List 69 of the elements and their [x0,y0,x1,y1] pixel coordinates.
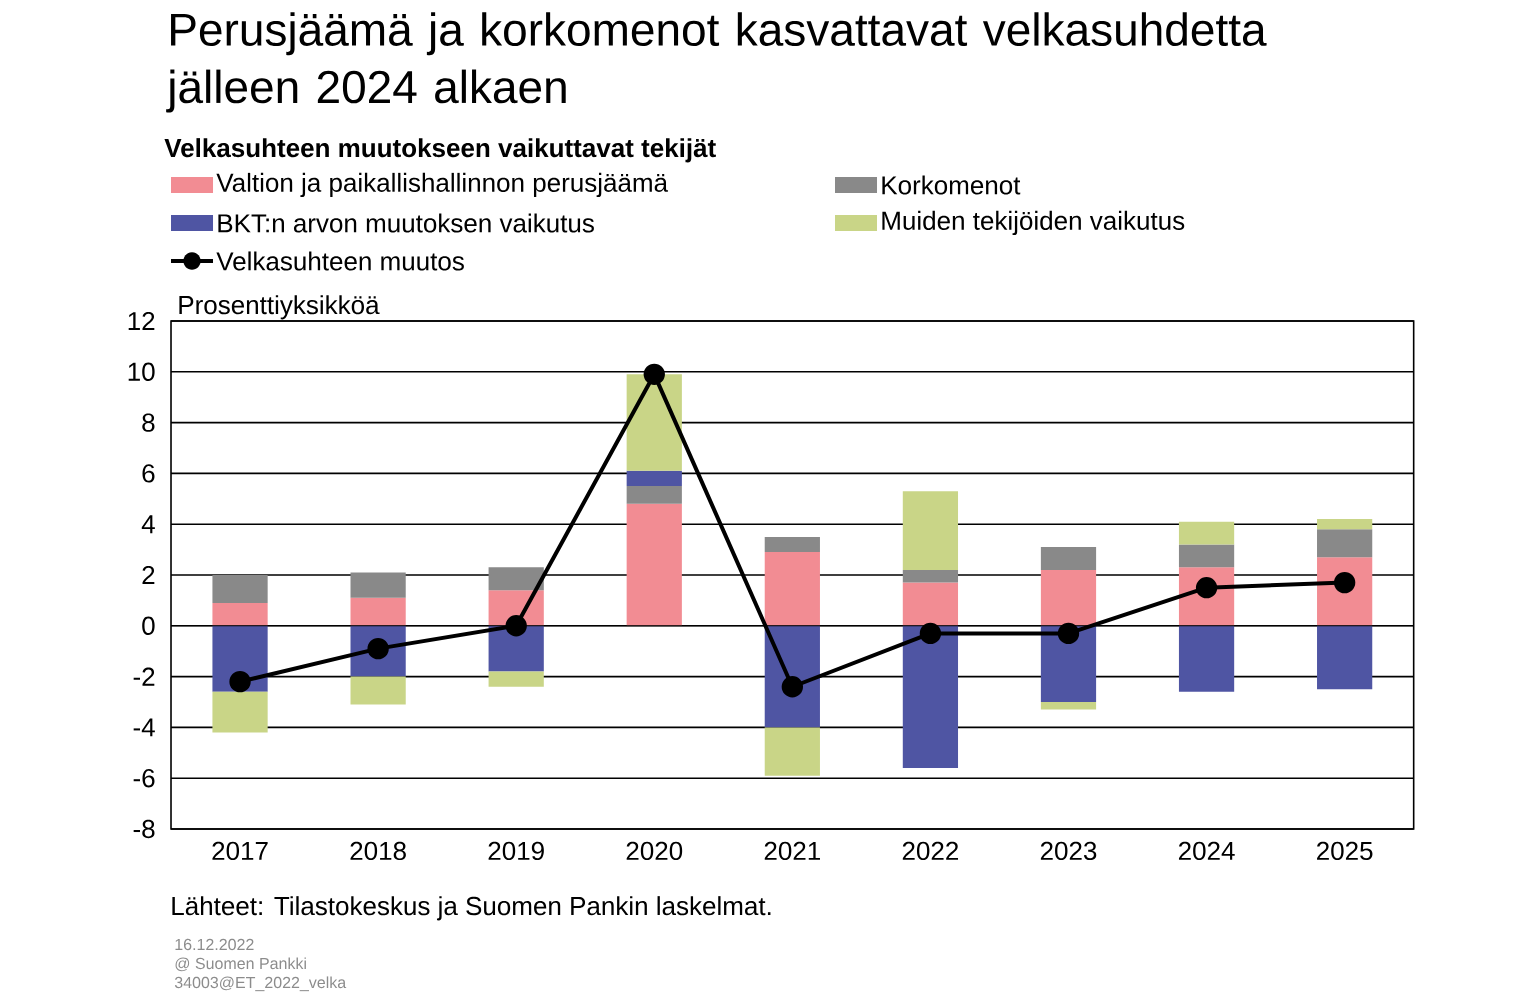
text: Lähteet: Tilastokeskus ja Suomen Pankin laskelmat. [172,896,771,921]
bar [350,572,406,598]
bar [1178,625,1235,692]
y-tick-label: 0 [142,616,155,635]
x-tick-label: 2018 [350,841,406,861]
legend-label: Valtion ja paikallishallinnon perusjäämä [216,172,669,198]
text: 16.12.2022 [175,938,254,951]
point [919,622,942,645]
y-tick-label: -8 [133,819,155,839]
bar [764,727,820,776]
bar [350,676,406,705]
point [643,363,665,385]
text: 34003@ET_2022_velka [174,976,347,992]
bar [1040,569,1097,626]
legend-label: BKT:n arvon muutoksen vaikutus [218,213,594,233]
point [1057,622,1080,645]
point [1195,577,1218,599]
y-tick-label: 6 [142,464,155,483]
point [505,615,527,637]
x-tick-label: 2019 [488,841,544,861]
legend-label: Velkasuhteen muutos [216,251,464,271]
x-tick-label: 2021 [764,841,820,861]
y-tick-label: -4 [133,718,155,737]
x-tick-label: 2020 [626,841,683,861]
bar [626,470,682,487]
y-tick-label: -2 [133,667,155,686]
bar [488,671,544,687]
text: @ Suomen Pankki [175,957,306,972]
bar [212,691,268,733]
chart-title: Perusjäämä ja korkomenot kasvattavat velkasuhdetta jälleen 2024 alkaen [166,12,1267,113]
point [781,676,804,698]
bar [626,486,682,504]
bar [212,602,268,626]
bar [902,582,959,626]
bar [488,625,544,672]
bar [1040,547,1097,570]
legend-label: Muiden tekijöiden vaikutus [882,210,1185,236]
bar [902,569,959,583]
point [229,671,251,693]
y-tick-label: 2 [142,565,155,585]
legend-label: Korkomenot [882,175,1021,195]
bar [626,503,682,626]
x-tick-label: 2023 [1040,841,1097,861]
bar [1317,529,1373,558]
bar [212,574,268,603]
y-tick-label: 12 [128,311,155,331]
x-tick-label: 2024 [1178,841,1235,861]
y-tick-label: -6 [133,768,155,788]
bar [488,567,544,591]
bar [764,536,820,553]
bar [1178,521,1235,545]
y-tick-label: 8 [142,413,155,432]
bar [1178,544,1235,568]
point [1333,571,1356,594]
x-tick-label: 2022 [902,841,959,861]
bar [1040,701,1097,710]
bar [902,491,959,570]
y-tick-label: 4 [141,515,155,534]
bar [764,552,820,626]
bar [1317,519,1373,530]
point [367,637,389,660]
bar [1317,625,1373,690]
bar [350,597,406,626]
bar [902,625,959,769]
y-tick-label: 10 [128,362,155,381]
x-tick-label: 2025 [1317,841,1373,861]
x-tick-label: 2017 [212,841,268,861]
y-axis-title: Prosenttiyksikköä [179,295,380,320]
chart-subtitle: Velkasuhteen muutokseen vaikuttavat tekijät [164,138,716,163]
